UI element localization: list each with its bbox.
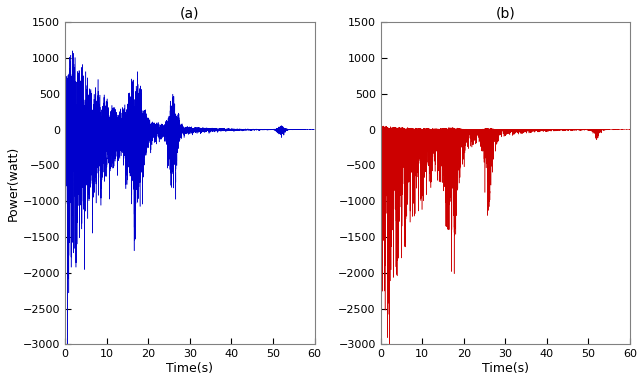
Title: (a): (a): [180, 7, 200, 21]
Title: (b): (b): [495, 7, 515, 21]
Y-axis label: Power(watt): Power(watt): [7, 146, 20, 221]
X-axis label: Time(s): Time(s): [166, 362, 213, 375]
X-axis label: Time(s): Time(s): [482, 362, 529, 375]
